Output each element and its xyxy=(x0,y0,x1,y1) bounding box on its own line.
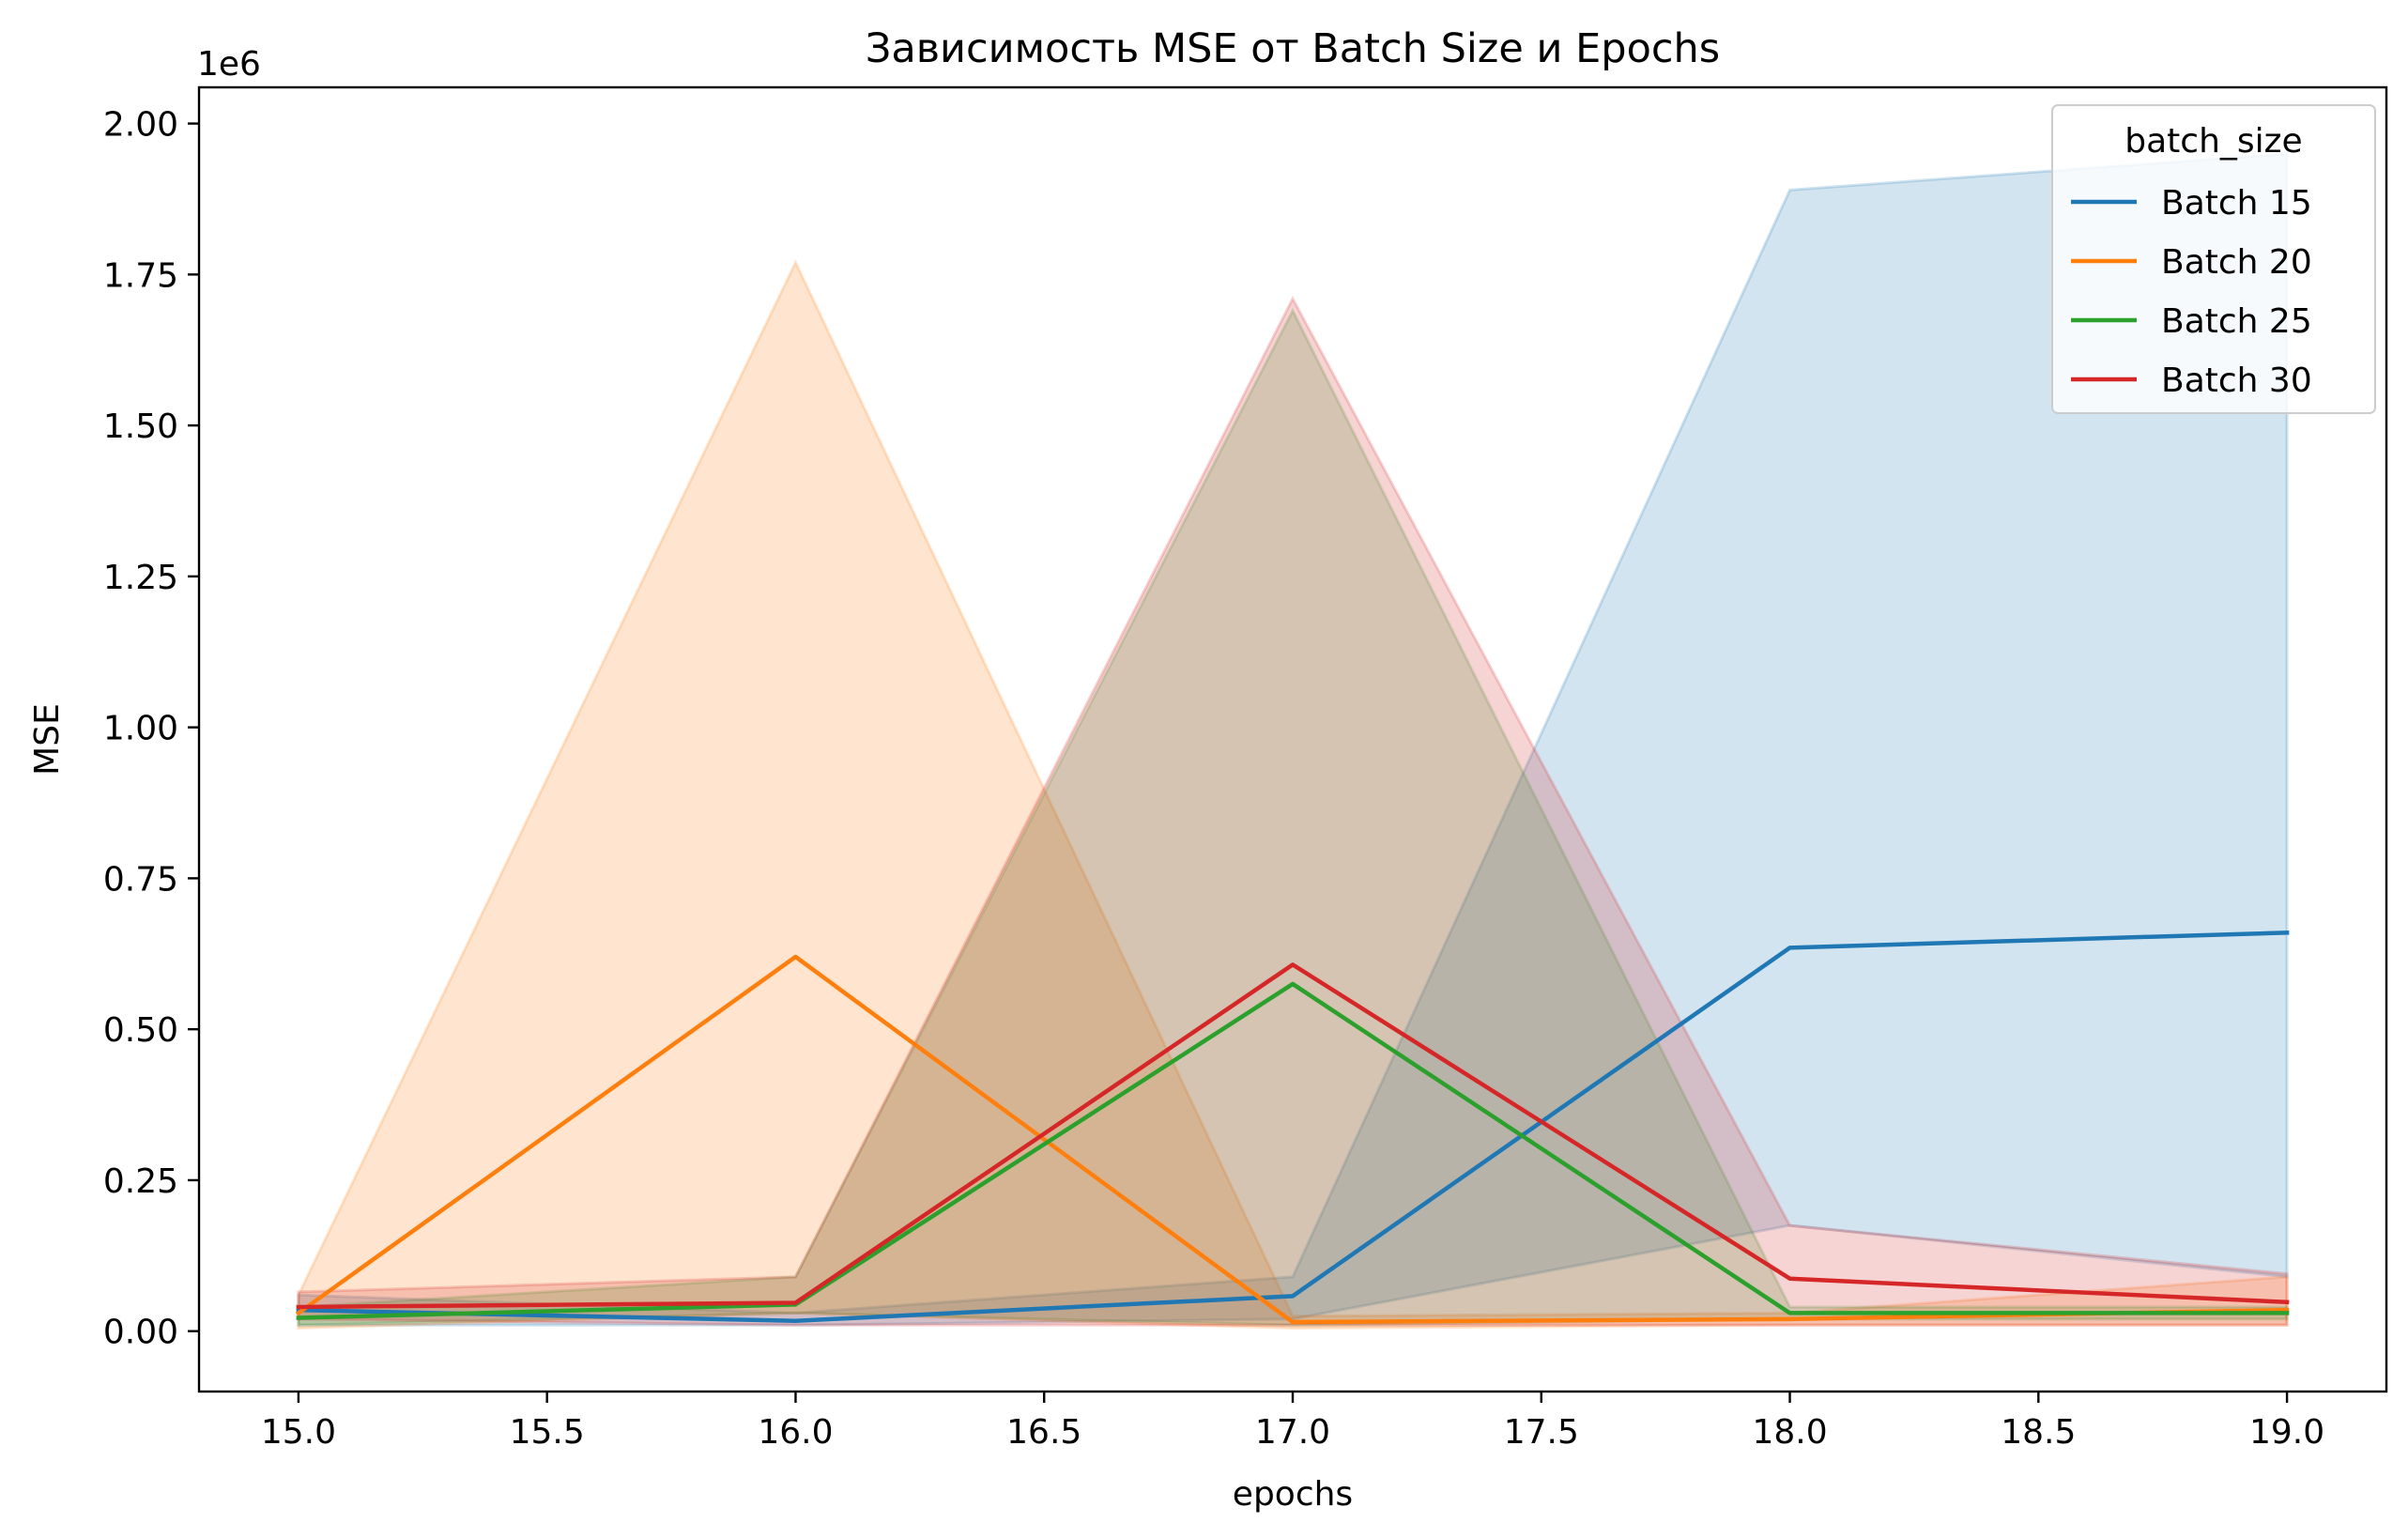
y-axis-label: MSE xyxy=(28,703,67,776)
y-tick-label: 1.25 xyxy=(103,559,178,597)
y-tick-label: 0.25 xyxy=(103,1162,178,1201)
legend-box xyxy=(2051,104,2376,414)
y-tick-label: 1.00 xyxy=(103,710,178,748)
legend-item-batch-30[interactable]: Batch 30 xyxy=(2071,361,2312,400)
series-line-batch-25 xyxy=(296,981,2290,1320)
y-tick-label: 2.00 xyxy=(103,106,178,145)
x-tick-label: 18.5 xyxy=(2001,1413,2076,1452)
x-tick-label: 17.0 xyxy=(1255,1413,1330,1452)
confidence-bands xyxy=(297,152,2289,1330)
legend-label: Batch 30 xyxy=(2161,361,2312,400)
legend-title: batch_size xyxy=(2124,122,2302,161)
legend-label: Batch 20 xyxy=(2161,243,2312,282)
legend-item-batch-20[interactable]: Batch 20 xyxy=(2071,243,2312,282)
x-axis: 15.0 15.5 16.0 16.5 17.0 17.5 18.0 18.5 19.0 xyxy=(261,1392,2324,1452)
series-line-batch-30 xyxy=(296,962,2290,1310)
y-axis: 0.00 0.25 0.50 0.75 1.00 1.25 1.50 1.75 2.00 xyxy=(103,106,199,1352)
legend-label: Batch 15 xyxy=(2161,184,2312,223)
x-tick-label: 16.0 xyxy=(758,1413,833,1452)
chart-title: Зависимость MSE от Batch Size и Epochs xyxy=(866,25,1720,72)
x-tick-label: 18.0 xyxy=(1752,1413,1827,1452)
series-line-batch-20 xyxy=(295,954,2290,1325)
x-tick-label: 16.5 xyxy=(1006,1413,1081,1452)
y-offset-label: 1e6 xyxy=(197,45,261,84)
series-lines xyxy=(295,930,2290,1325)
x-tick-label: 17.5 xyxy=(1504,1413,1579,1452)
legend-label: Batch 25 xyxy=(2161,302,2312,341)
series-line-batch-15 xyxy=(296,930,2290,1324)
legend-item-batch-15[interactable]: Batch 15 xyxy=(2071,184,2312,223)
y-tick-label: 1.50 xyxy=(103,408,178,446)
y-tick-label: 0.75 xyxy=(103,860,178,899)
x-tick-label: 19.0 xyxy=(2249,1413,2324,1452)
ci-band-batch-15 xyxy=(297,152,2289,1327)
x-axis-label: epochs xyxy=(1233,1475,1353,1514)
ci-band-batch-30 xyxy=(297,295,2289,1327)
y-tick-label: 1.75 xyxy=(103,256,178,295)
y-tick-label: 0.00 xyxy=(103,1314,178,1352)
legend-item-batch-25[interactable]: Batch 25 xyxy=(2071,302,2312,341)
y-tick-label: 0.50 xyxy=(103,1011,178,1050)
x-tick-label: 15.0 xyxy=(261,1413,336,1452)
legend[interactable]: batch_size Batch 15 Batch 20 Batch 25 Batch … xyxy=(2051,104,2376,414)
x-tick-label: 15.5 xyxy=(510,1413,585,1452)
